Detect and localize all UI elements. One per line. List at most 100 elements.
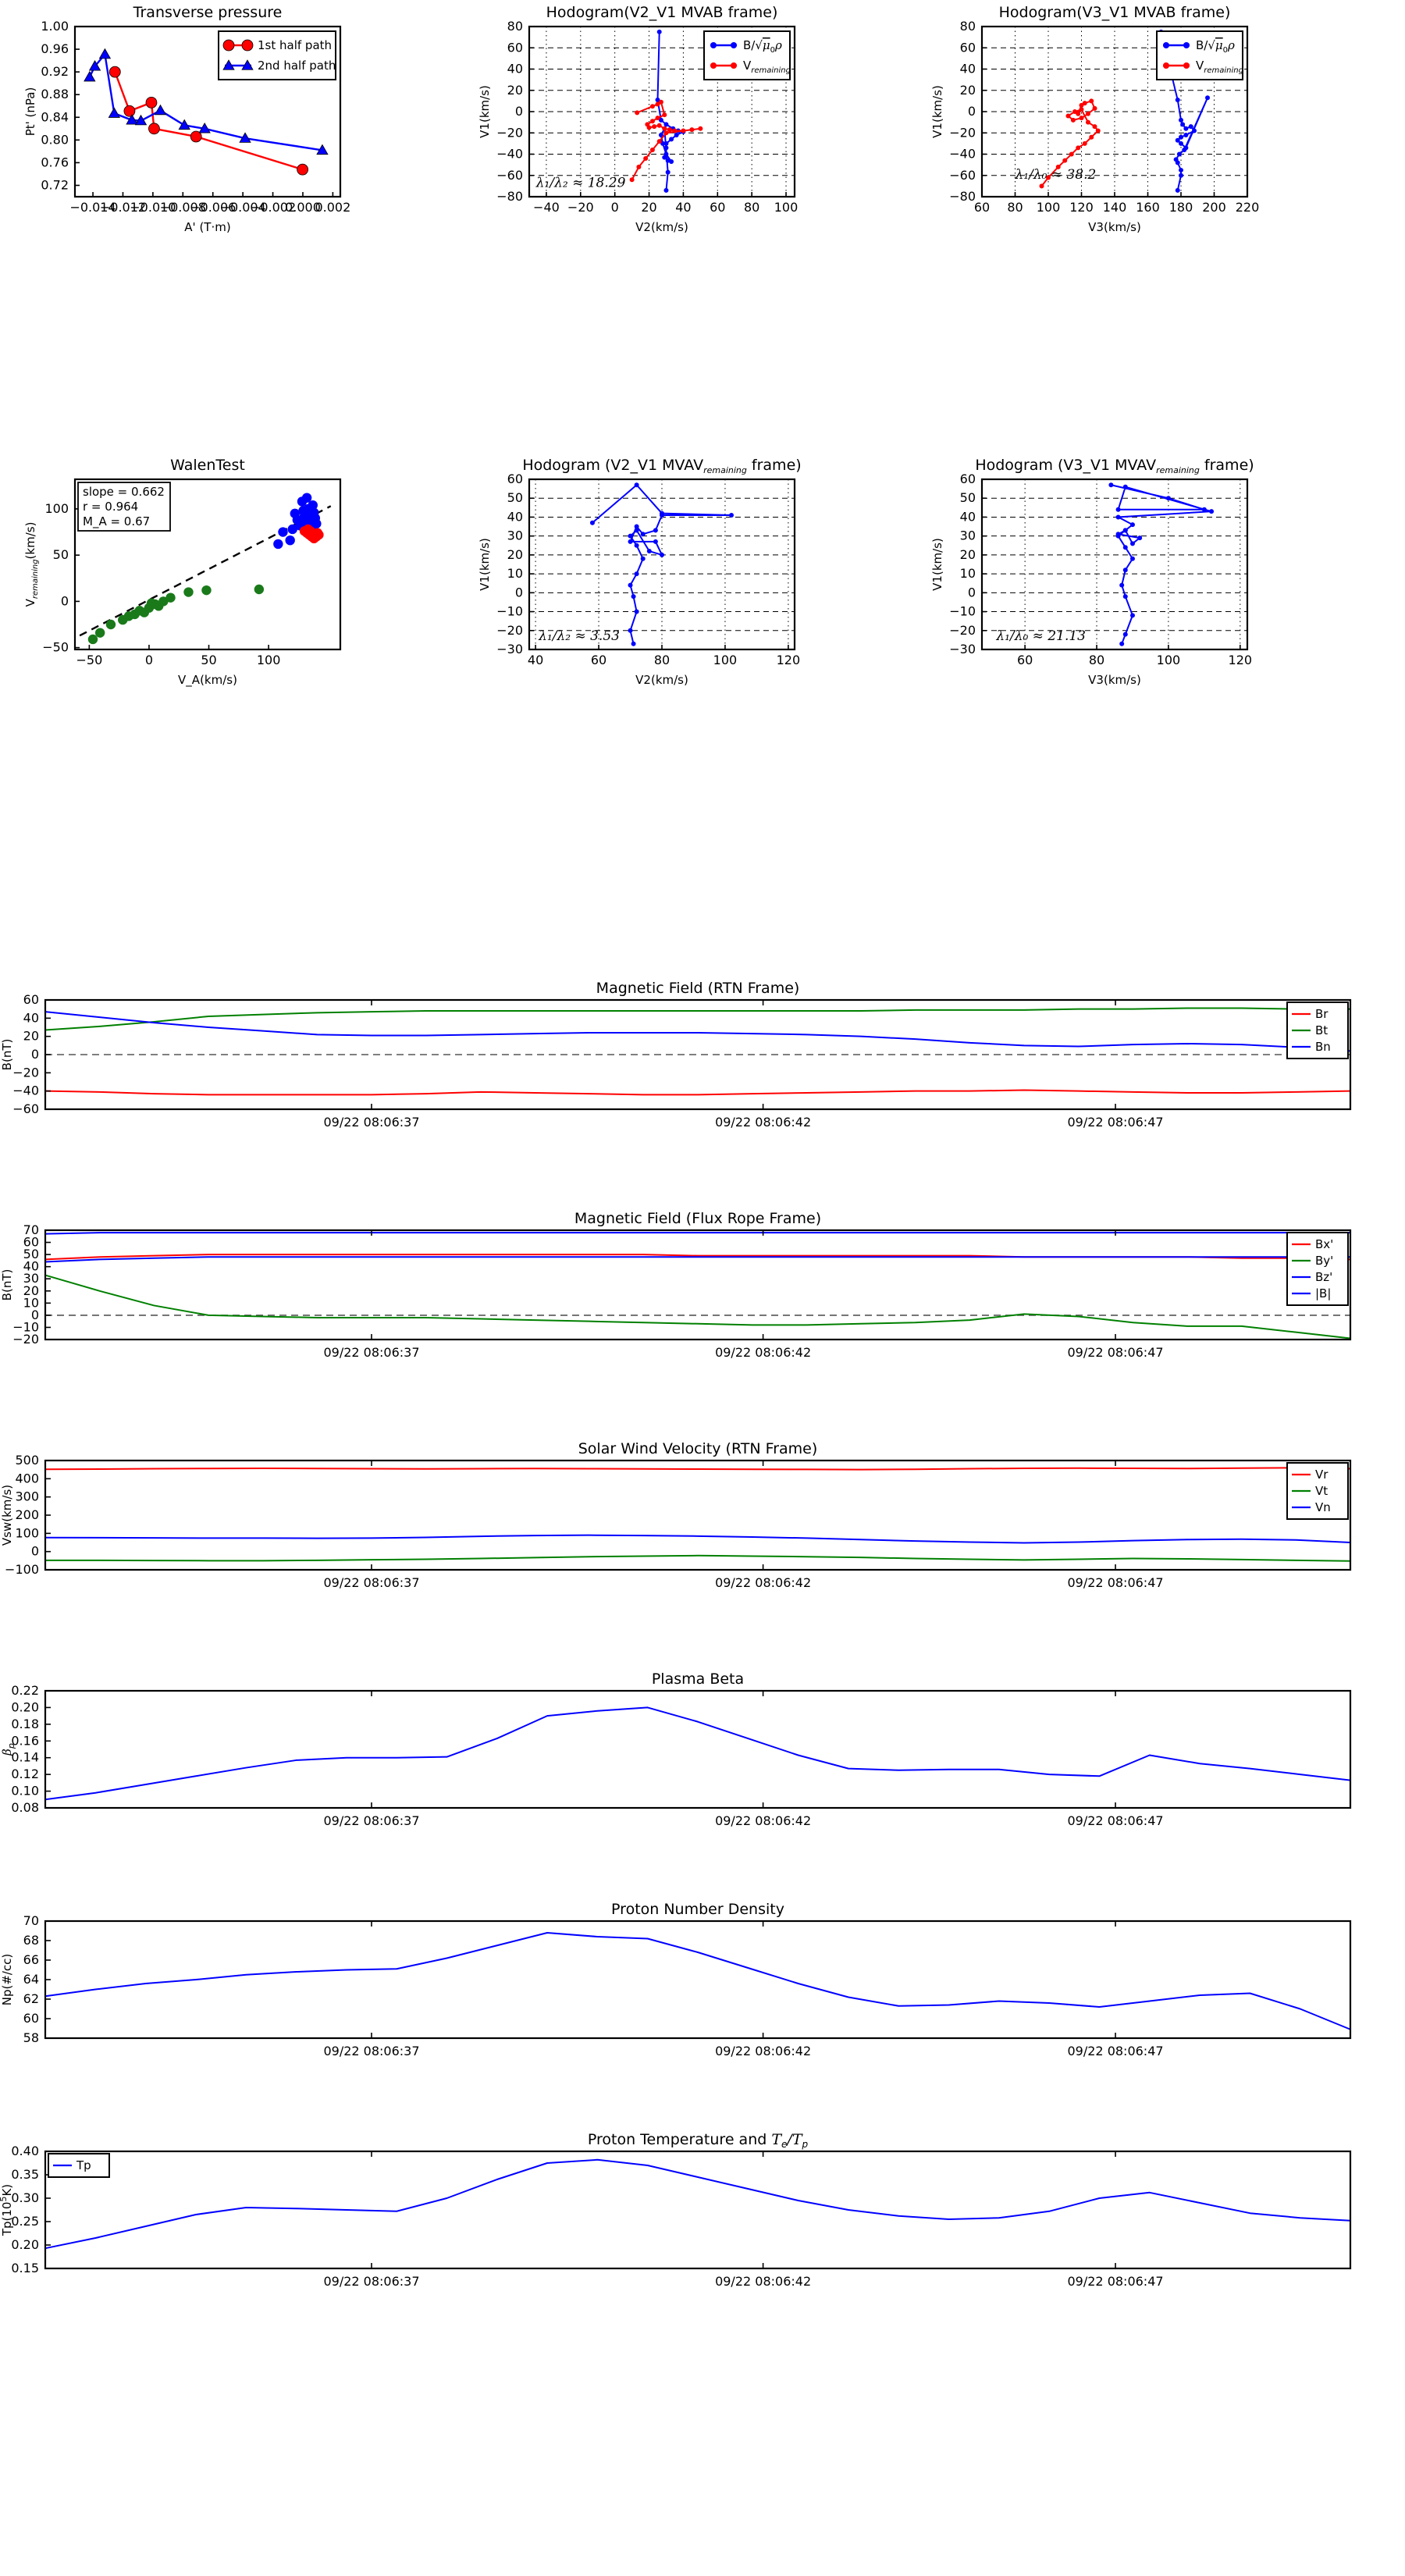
series-line-0 — [114, 71, 303, 171]
ytick-label: 0 — [968, 104, 976, 119]
plot-plasma-beta: Plasma Beta0.080.100.120.140.160.180.200… — [0, 1670, 1352, 1828]
ytick-label: −20 — [949, 125, 976, 140]
xtick-label: 140 — [1103, 200, 1127, 215]
data-marker — [1122, 568, 1128, 573]
data-marker — [640, 556, 646, 561]
series-markers-0 — [589, 482, 735, 646]
ytick-label: 30 — [23, 1271, 39, 1286]
scatter-point — [301, 493, 312, 503]
data-marker — [241, 59, 254, 70]
xtick-label: 09/22 08:06:37 — [323, 1115, 419, 1130]
ytick-label: −80 — [496, 189, 523, 204]
x-axis-label: V2(km/s) — [635, 220, 688, 234]
ytick-label: 20 — [23, 1283, 39, 1298]
axes-frame — [44, 2150, 1352, 2270]
y-axis-label: V1(km/s) — [478, 85, 492, 138]
data-marker — [631, 641, 636, 646]
axes-frame — [44, 1689, 1352, 1809]
fit-line — [79, 505, 332, 637]
ytick-label: 0.76 — [41, 155, 69, 169]
scatter-point — [273, 539, 283, 550]
ytick-label: −20 — [12, 1065, 39, 1080]
ytick-label: 0 — [31, 1308, 39, 1322]
ytick-label: −10 — [949, 604, 976, 619]
xtick-label: 100 — [257, 653, 281, 667]
legend-label: Br — [1315, 1007, 1329, 1021]
y-axis-label: βp — [0, 1743, 16, 1756]
svg-text:Np(#/cc): Np(#/cc) — [0, 1954, 14, 2006]
scatter-point — [308, 500, 318, 511]
ytick-label: 0.96 — [41, 41, 69, 56]
plot-hodogram-v3v1-mvab: Hodogram(V3_V1 MVAB frame) 60 80 100 120 140 1… — [930, 4, 1259, 234]
ytick-label: 0.40 — [11, 2144, 39, 2158]
panel-hodogram-v2v1-mvav: Hodogram (V2_V1 MVAVremaining frame) 40 60… — [468, 453, 841, 704]
data-marker — [653, 528, 658, 533]
x-axis-label: V_A(km/s) — [178, 673, 237, 688]
y-axis-label: Vsw(km/s) — [0, 1485, 14, 1546]
legend-label: B/√μ0ρ — [743, 38, 782, 55]
xtick-label: 09/22 08:06:47 — [1068, 1575, 1164, 1590]
series-markers-0 — [108, 66, 308, 176]
panel-title: Hodogram(V2_V1 MVAB frame) — [546, 4, 778, 21]
xtick-label: 100 — [1157, 653, 1181, 667]
ytick-label: 100 — [15, 1525, 39, 1540]
ytick-label: 40 — [507, 62, 523, 76]
xtick-label: 0.002 — [315, 200, 350, 215]
data-marker — [628, 539, 633, 544]
stats-line: M_A = 0.67 — [83, 514, 150, 529]
ytick-label: 100 — [44, 501, 69, 516]
xtick-label: 09/22 08:06:47 — [1068, 2274, 1164, 2289]
xtick-label: 20 — [641, 200, 656, 215]
ytick-label: 0.30 — [11, 2190, 39, 2205]
xtick-label: 80 — [1089, 653, 1104, 667]
ytick-label: 60 — [507, 40, 523, 55]
svg-text:βp: βp — [0, 1743, 16, 1756]
data-marker — [1201, 507, 1207, 512]
axes-frame — [528, 478, 796, 651]
ytick-label: 0.35 — [11, 2167, 39, 2182]
scatter-point — [87, 634, 98, 645]
eigenvalue-ratio-annotation: λ₁/λ₀ ≈ 21.13 — [995, 628, 1086, 644]
ytick-label: 0 — [31, 1544, 39, 1559]
panel-title: Transverse pressure — [133, 4, 283, 21]
data-marker — [663, 151, 669, 157]
data-marker — [1179, 167, 1183, 173]
scatter-point — [183, 587, 194, 597]
data-marker — [663, 122, 669, 127]
scatter-point — [105, 619, 116, 630]
data-marker — [1092, 124, 1097, 130]
ytick-label: 60 — [23, 992, 39, 1007]
y-axis-label: Np(#/cc) — [0, 1954, 14, 2006]
data-marker — [1115, 533, 1121, 539]
legend-label: Bn — [1315, 1040, 1331, 1054]
xtick-label: 09/22 08:06:42 — [715, 1813, 811, 1828]
scatter-group-1 — [273, 493, 322, 550]
data-marker — [1179, 173, 1183, 178]
panel-title: Hodogram(V3_V1 MVAB frame) — [999, 4, 1231, 21]
eigenvalue-ratio-annotation: λ₁/λ₂ ≈ 18.29 — [535, 176, 626, 191]
data-marker — [662, 112, 667, 118]
data-marker — [646, 125, 652, 130]
panel-title: Proton Temperature and Te/Tp — [588, 2131, 809, 2150]
xtick-label: 0 — [611, 200, 619, 215]
data-marker — [241, 39, 254, 52]
data-marker — [1180, 122, 1186, 127]
ytick-label: −40 — [496, 147, 523, 162]
data-marker — [1122, 528, 1128, 533]
data-marker — [660, 552, 664, 557]
ytick-label: 0 — [968, 585, 976, 600]
panel-title: Plasma Beta — [652, 1670, 744, 1688]
data-marker — [634, 571, 639, 577]
data-marker — [1163, 42, 1169, 48]
ytick-label: 40 — [507, 509, 523, 524]
ytick-label: −20 — [496, 125, 523, 140]
xtick-label: 160 — [1136, 200, 1160, 215]
data-marker — [669, 159, 674, 165]
data-marker — [1176, 151, 1182, 157]
plot-vsw-rtn: Solar Wind Velocity (RTN Frame) −100 0 100 2… — [0, 1440, 1352, 1590]
legend-box — [218, 30, 336, 80]
svg-text:Vsw(km/s): Vsw(km/s) — [0, 1485, 14, 1546]
data-marker — [636, 164, 642, 169]
ytick-label: 0.18 — [11, 1717, 39, 1731]
